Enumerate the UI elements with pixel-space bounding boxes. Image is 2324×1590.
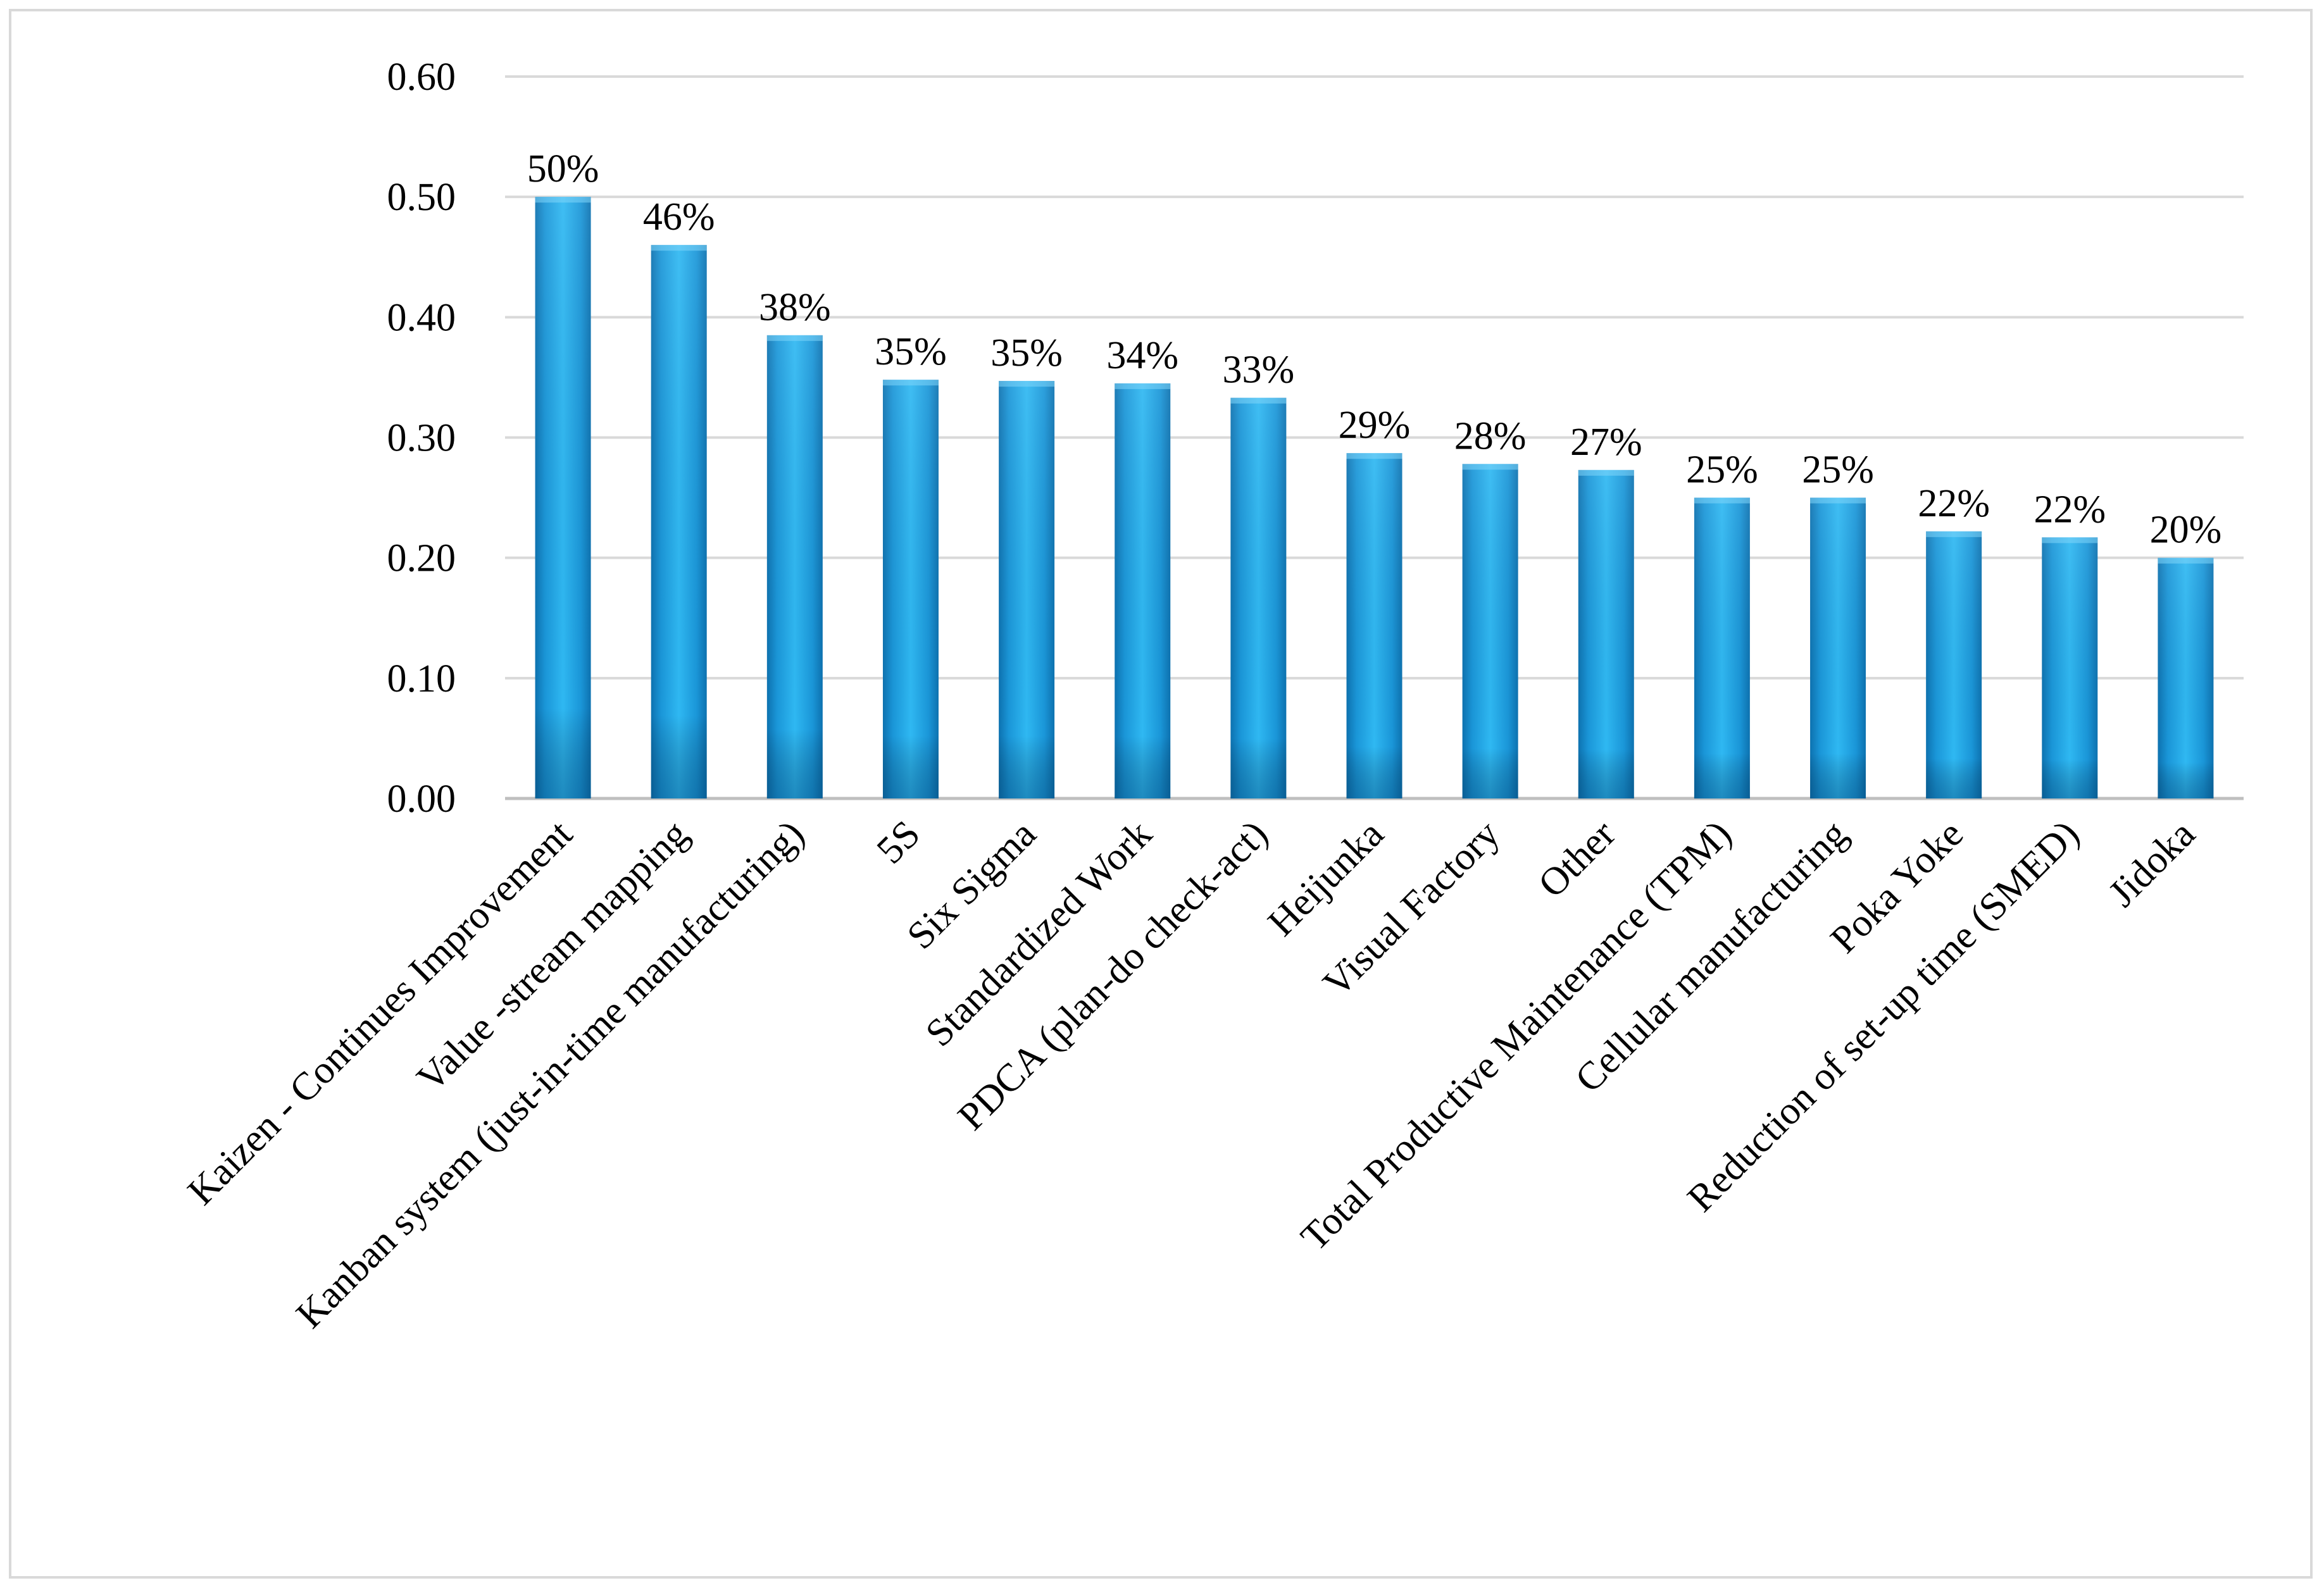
y-tick-label: 0.10 [387, 657, 456, 700]
y-tick-label: 0.30 [387, 417, 456, 460]
data-label: 35% [990, 332, 1063, 375]
data-label: 35% [875, 330, 947, 373]
category-label: Kanban system (just-in-time manufacturin… [288, 812, 812, 1336]
data-label: 25% [1802, 449, 1874, 492]
data-label: 22% [2034, 488, 2106, 531]
y-tick-label: 0.00 [387, 778, 456, 821]
bar [2042, 537, 2098, 798]
data-label: 50% [527, 147, 599, 190]
data-label: 33% [1223, 349, 1295, 392]
data-label: 46% [643, 196, 715, 239]
bar [1578, 469, 1634, 798]
data-labels: 50% 46% 38% 35% 35% 34% 33% 29% 28% 27% 25% 25% 22% 2… [527, 147, 2222, 552]
data-label: 34% [1106, 334, 1178, 377]
y-tick-label: 0.60 [387, 56, 456, 99]
category-label: Other [1530, 812, 1624, 906]
bar [651, 245, 707, 798]
bar [1346, 453, 1403, 798]
bar [1230, 397, 1287, 798]
y-axis-tick-labels: 0.00 0.10 0.20 0.30 0.40 0.50 0.60 [387, 56, 456, 821]
bar [766, 335, 823, 798]
data-label: 29% [1339, 404, 1411, 447]
bar [2158, 557, 2214, 798]
bar [1115, 383, 1171, 798]
y-tick-label: 0.20 [387, 537, 456, 580]
bars [535, 197, 2214, 799]
data-label: 20% [2150, 509, 2222, 552]
category-label: Total Productive Maintenance (TPM) [1293, 812, 1740, 1259]
bar [882, 380, 939, 798]
bar [1926, 531, 1982, 798]
data-label: 27% [1570, 421, 1642, 464]
bar [1810, 497, 1866, 798]
bar [1694, 497, 1750, 798]
data-label: 25% [1686, 449, 1758, 492]
y-tick-label: 0.50 [387, 176, 456, 219]
y-tick-label: 0.40 [387, 296, 456, 339]
bar [535, 197, 591, 799]
data-label: 38% [759, 286, 831, 329]
category-label: 5S [868, 812, 928, 872]
bar [1462, 464, 1518, 798]
category-label: Jidoka [2101, 812, 2204, 916]
data-label: 22% [1918, 482, 1990, 525]
data-label: 28% [1454, 414, 1527, 457]
bar [999, 381, 1055, 798]
